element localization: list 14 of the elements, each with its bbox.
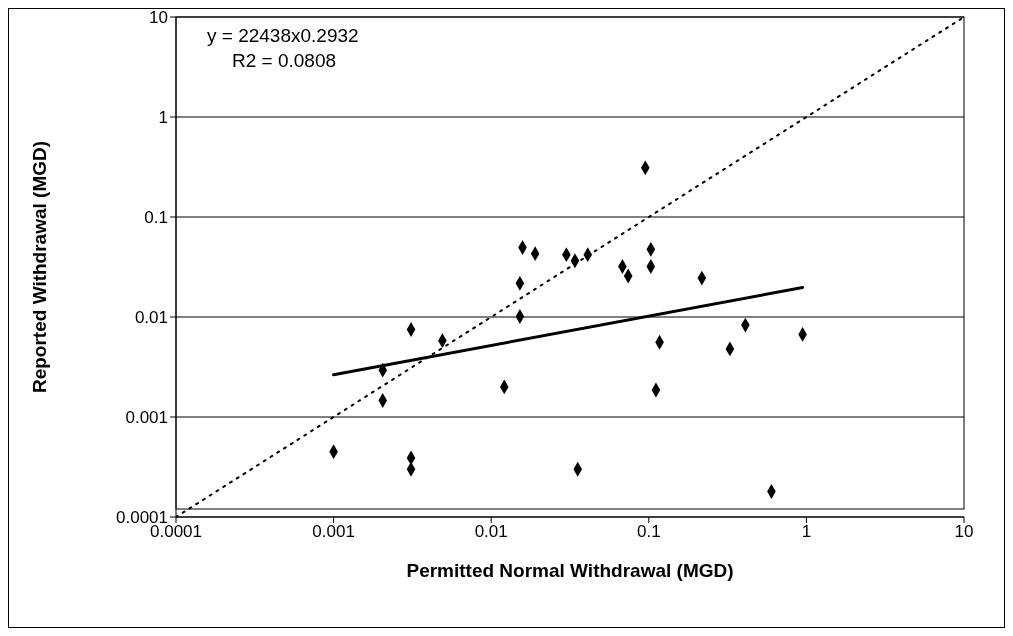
- annotation: R2 = 0.0808: [231, 49, 338, 73]
- x-axis-title: Permitted Normal Withdrawal (MGD): [406, 560, 734, 581]
- annotation: y = 22438x0.2932: [207, 24, 359, 48]
- x-tick-label: 0.1: [636, 522, 661, 542]
- x-tick-label: 10: [954, 522, 974, 542]
- y-tick-label: 0.1: [144, 208, 168, 228]
- y-tick-label: 0.001: [125, 408, 168, 428]
- x-tick-label: 0.001: [312, 522, 355, 542]
- y-tick-label: 10: [149, 8, 168, 28]
- y-tick-label: 0.01: [134, 308, 168, 328]
- y-tick-label: 1: [158, 108, 168, 128]
- x-tick-label: 0.01: [474, 522, 508, 542]
- x-tick-label: 1: [801, 522, 812, 542]
- y-axis-title: Reported Withdrawal (MGD): [28, 140, 50, 394]
